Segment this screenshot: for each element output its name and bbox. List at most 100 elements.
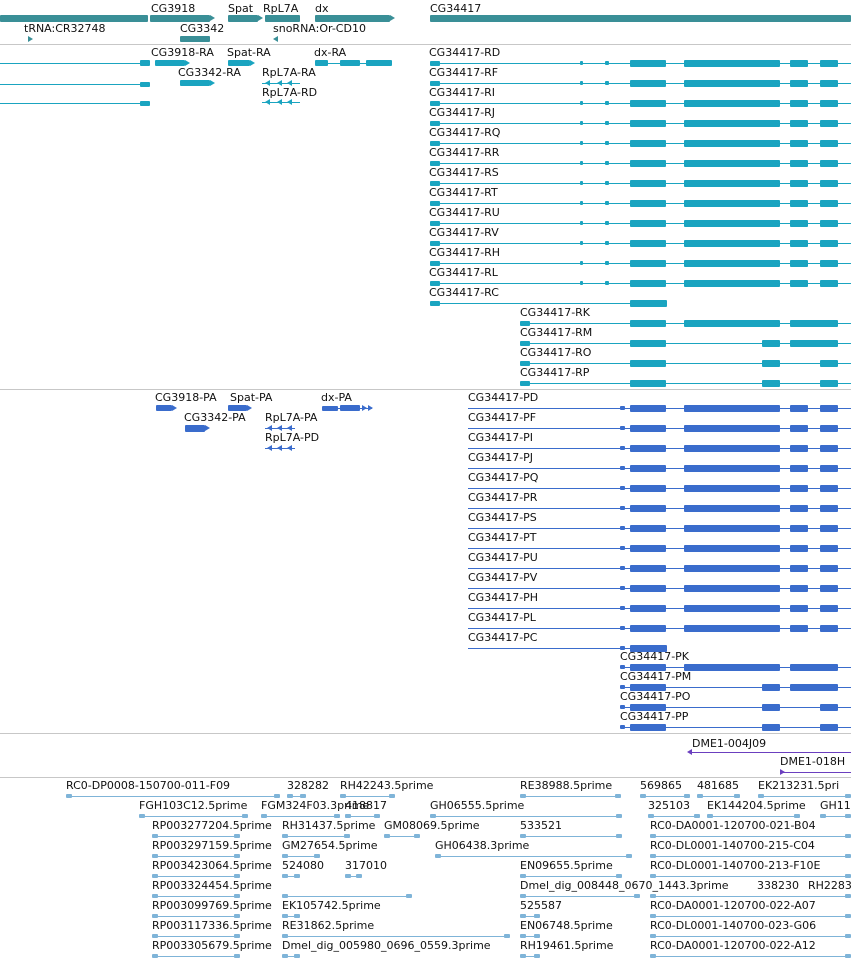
transcript-label[interactable]: CG34417-RS [429, 166, 499, 179]
est-label[interactable]: RE38988.5prime [520, 779, 613, 792]
transcript-label[interactable]: Spat-RA [227, 46, 271, 59]
est-label[interactable]: 328282 [287, 779, 329, 792]
est-label[interactable]: GH06555.5prime [430, 799, 525, 812]
protein-label[interactable]: CG34417-PK [620, 650, 690, 663]
est-label[interactable]: FGM324F03.3prime [261, 799, 370, 812]
transcript-label[interactable]: CG3342-RA [178, 66, 241, 79]
protein-label[interactable]: RpL7A-PD [265, 431, 320, 444]
est-label[interactable]: RP003099769.5prime [152, 899, 272, 912]
est-label[interactable]: RC0-DL0001-140700-213-F10E [650, 859, 821, 872]
protein-label[interactable]: Spat-PA [230, 391, 273, 404]
est-label[interactable]: RP003277204.5prime [152, 819, 272, 832]
protein-label[interactable]: CG34417-PJ [468, 451, 534, 464]
est-label[interactable]: Dmel_dig_008448_0670_1443.3prime [520, 879, 729, 892]
transcript-label[interactable]: CG34417-RF [429, 66, 499, 79]
transcript-label[interactable]: dx-RA [314, 46, 347, 59]
transcript-label[interactable]: CG34417-RH [429, 246, 501, 259]
est-label[interactable]: RH2283 [808, 879, 851, 892]
gene-label[interactable]: Spat [228, 2, 254, 15]
est-label[interactable]: 481685 [697, 779, 739, 792]
est-label[interactable]: 317010 [345, 859, 387, 872]
protein-label[interactable]: CG34417-PQ [468, 471, 539, 484]
est-label[interactable]: RC0-DP0008-150700-011-F09 [66, 779, 231, 792]
est-label[interactable]: RC0-DA0001-120700-021-B04 [650, 819, 816, 832]
protein-label[interactable]: CG3342-PA [184, 411, 246, 424]
protein-label[interactable]: CG3918-PA [155, 391, 217, 404]
transcript-label[interactable]: CG34417-RK [520, 306, 591, 319]
gene-label[interactable]: RpL7A [263, 2, 299, 15]
est-label[interactable]: RP003305679.5prime [152, 939, 272, 952]
transcript-label[interactable]: CG3918-RA [151, 46, 214, 59]
est-label[interactable]: RP003117336.5prime [152, 919, 272, 932]
est-label[interactable]: 525587 [520, 899, 562, 912]
transcript-label[interactable]: CG34417-RQ [429, 126, 501, 139]
est-label[interactable]: 533521 [520, 819, 562, 832]
est-label[interactable]: RC0-DA0001-120700-022-A07 [650, 899, 816, 912]
est-label[interactable]: RC0-DA0001-120700-022-A12 [650, 939, 816, 952]
est-label[interactable]: EN09655.5prime [520, 859, 613, 872]
est-label[interactable]: RH42243.5prime [340, 779, 434, 792]
protein-label[interactable]: CG34417-PT [468, 531, 537, 544]
protein-label[interactable]: CG34417-PO [620, 690, 691, 703]
est-label[interactable]: RC0-DL0001-140700-023-G06 [650, 919, 817, 932]
transcript-label[interactable]: CG34417-RM [520, 326, 593, 339]
gene-label[interactable]: tRNA:CR32748 [24, 22, 106, 35]
protein-label[interactable]: CG34417-PS [468, 511, 537, 524]
gene-label[interactable]: snoRNA:Or-CD10 [273, 22, 366, 35]
gene-label[interactable]: CG3918 [151, 2, 196, 15]
transcript-label[interactable]: CG34417-RP [520, 366, 590, 379]
est-label[interactable]: RH31437.5prime [282, 819, 376, 832]
protein-label[interactable]: CG34417-PL [468, 611, 536, 624]
protein-label[interactable]: CG34417-PP [620, 710, 689, 723]
transcript-label[interactable]: CG34417-RC [429, 286, 499, 299]
transcript-label[interactable]: CG34417-RV [429, 226, 499, 239]
reagent-label[interactable]: DME1-004J09 [692, 737, 767, 750]
transcript-label[interactable]: CG34417-RT [429, 186, 498, 199]
est-label[interactable]: 338230 [757, 879, 799, 892]
est-label[interactable]: Dmel_dig_005980_0696_0559.3prime [282, 939, 491, 952]
est-label[interactable]: RE31862.5prime [282, 919, 375, 932]
transcript-label[interactable]: CG34417-RL [429, 266, 498, 279]
est-label[interactable]: FGH103C12.5prime [139, 799, 248, 812]
est-label[interactable]: GM08069.5prime [384, 819, 480, 832]
protein-label[interactable]: dx-PA [321, 391, 352, 404]
protein-label[interactable]: CG34417-PC [468, 631, 538, 644]
est-label[interactable]: RP003324454.5prime [152, 879, 272, 892]
protein-label[interactable]: CG34417-PR [468, 491, 538, 504]
est-label[interactable]: RP003423064.5prime [152, 859, 272, 872]
est-label[interactable]: RP003297159.5prime [152, 839, 272, 852]
transcript-label[interactable]: RpL7A-RD [262, 86, 318, 99]
transcript-label[interactable]: CG34417-RI [429, 86, 496, 99]
transcript-label[interactable]: CG34417-RR [429, 146, 500, 159]
protein-label[interactable]: CG34417-PD [468, 391, 539, 404]
protein-label[interactable]: CG34417-PF [468, 411, 537, 424]
protein-label[interactable]: CG34417-PM [620, 670, 692, 683]
transcript-label[interactable]: CG34417-RO [520, 346, 592, 359]
protein-label[interactable]: CG34417-PU [468, 551, 538, 564]
est-label[interactable]: GH06438.3prime [435, 839, 530, 852]
transcript-label[interactable]: RpL7A-RA [262, 66, 316, 79]
est-label[interactable]: RC0-DL0001-140700-215-C04 [650, 839, 815, 852]
transcript-label[interactable]: CG34417-RJ [429, 106, 496, 119]
est-label[interactable]: EK105742.5prime [282, 899, 381, 912]
est-label[interactable]: EN06748.5prime [520, 919, 613, 932]
gene-label[interactable]: CG34417 [430, 2, 482, 15]
protein-label[interactable]: CG34417-PH [468, 591, 539, 604]
est-label[interactable]: EK213231.5pri [758, 779, 840, 792]
est-label[interactable]: 524080 [282, 859, 324, 872]
est-label[interactable]: 569865 [640, 779, 682, 792]
gene-label[interactable]: CG3342 [180, 22, 225, 35]
protein-label[interactable]: RpL7A-PA [265, 411, 318, 424]
est-label[interactable]: RH19461.5prime [520, 939, 614, 952]
est-label[interactable]: 325103 [648, 799, 690, 812]
protein-label[interactable]: CG34417-PI [468, 431, 534, 444]
gene-label[interactable]: dx [315, 2, 329, 15]
reagent-label[interactable]: DME1-018H [780, 755, 846, 768]
est-label[interactable]: GM27654.5prime [282, 839, 378, 852]
est-label[interactable]: 418817 [345, 799, 387, 812]
protein-label[interactable]: CG34417-PV [468, 571, 538, 584]
est-label[interactable]: GH11 [820, 799, 851, 812]
transcript-label[interactable]: CG34417-RU [429, 206, 500, 219]
transcript-label[interactable]: CG34417-RD [429, 46, 501, 59]
est-label[interactable]: EK144204.5prime [707, 799, 806, 812]
